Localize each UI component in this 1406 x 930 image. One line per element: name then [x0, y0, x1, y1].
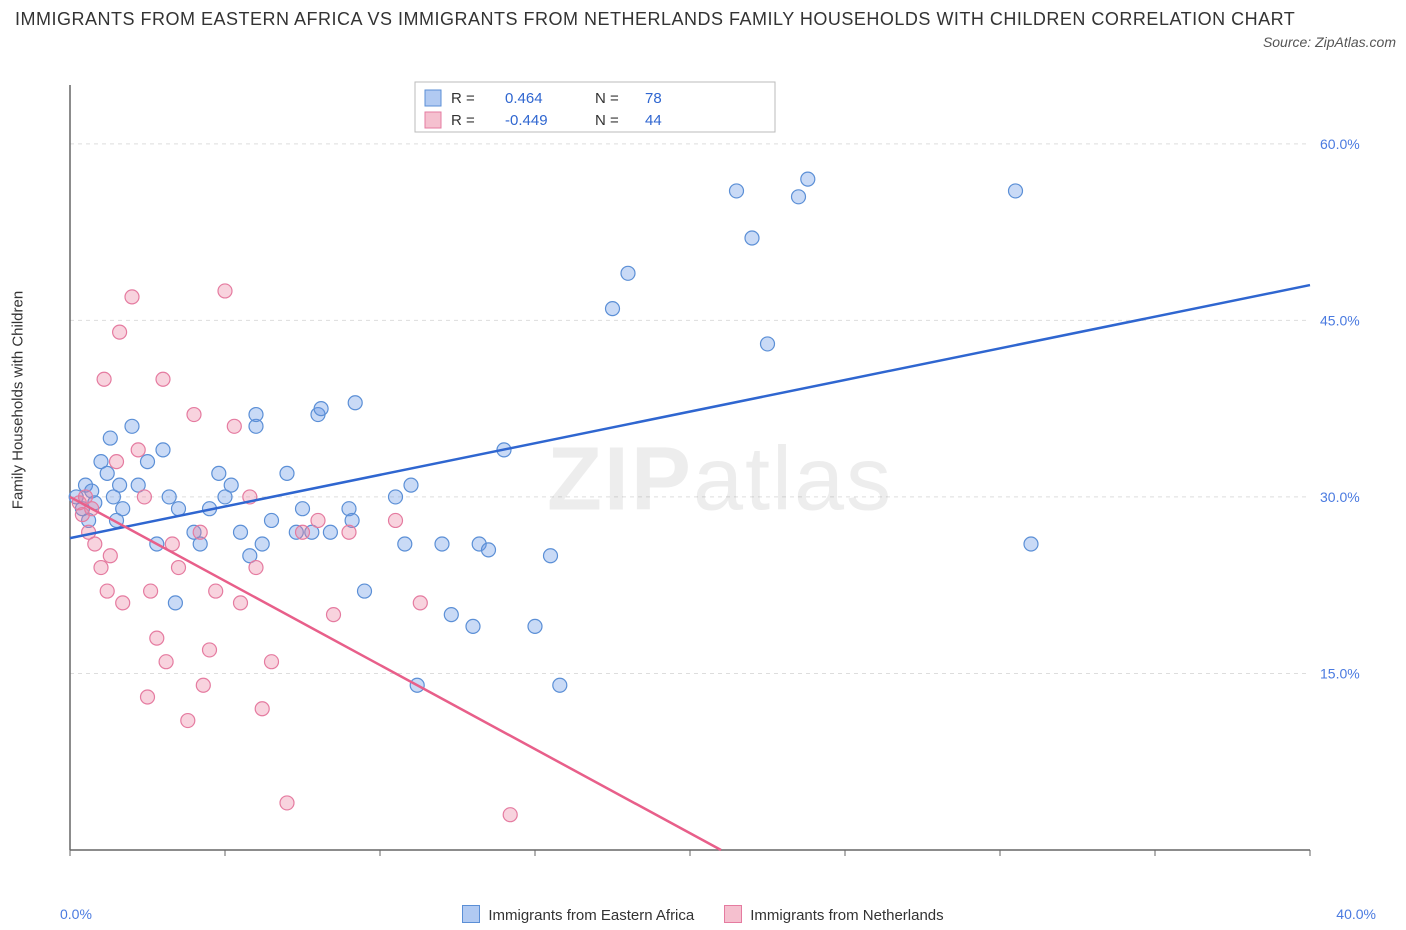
svg-text:44: 44: [645, 112, 662, 129]
svg-text:N =: N =: [595, 90, 619, 107]
chart-title: IMMIGRANTS FROM EASTERN AFRICA VS IMMIGR…: [15, 5, 1391, 34]
svg-text:78: 78: [645, 90, 662, 107]
svg-text:45.0%: 45.0%: [1320, 312, 1360, 328]
svg-text:N =: N =: [595, 112, 619, 129]
source-attribution: Source: ZipAtlas.com: [1263, 34, 1396, 50]
legend-item-eastern-africa: Immigrants from Eastern Africa: [462, 905, 694, 924]
x-axis-right-label: 40.0%: [1336, 906, 1376, 922]
y-axis-label: Family Households with Children: [10, 291, 27, 509]
legend-item-netherlands: Immigrants from Netherlands: [724, 905, 943, 924]
scatter-chart: 15.0% 30.0% 45.0% 60.0% R = 0.464 N = 78 R = -0.4…: [60, 80, 1380, 880]
x-axis-left-label: 0.0%: [60, 906, 92, 922]
svg-text:60.0%: 60.0%: [1320, 136, 1360, 152]
svg-text:0.464: 0.464: [505, 90, 543, 107]
svg-text:15.0%: 15.0%: [1320, 665, 1360, 681]
svg-text:-0.449: -0.449: [505, 112, 548, 129]
svg-text:R =: R =: [451, 90, 475, 107]
svg-text:R =: R =: [451, 112, 475, 129]
svg-text:30.0%: 30.0%: [1320, 489, 1360, 505]
bottom-legend: Immigrants from Eastern Africa Immigrant…: [0, 900, 1406, 928]
